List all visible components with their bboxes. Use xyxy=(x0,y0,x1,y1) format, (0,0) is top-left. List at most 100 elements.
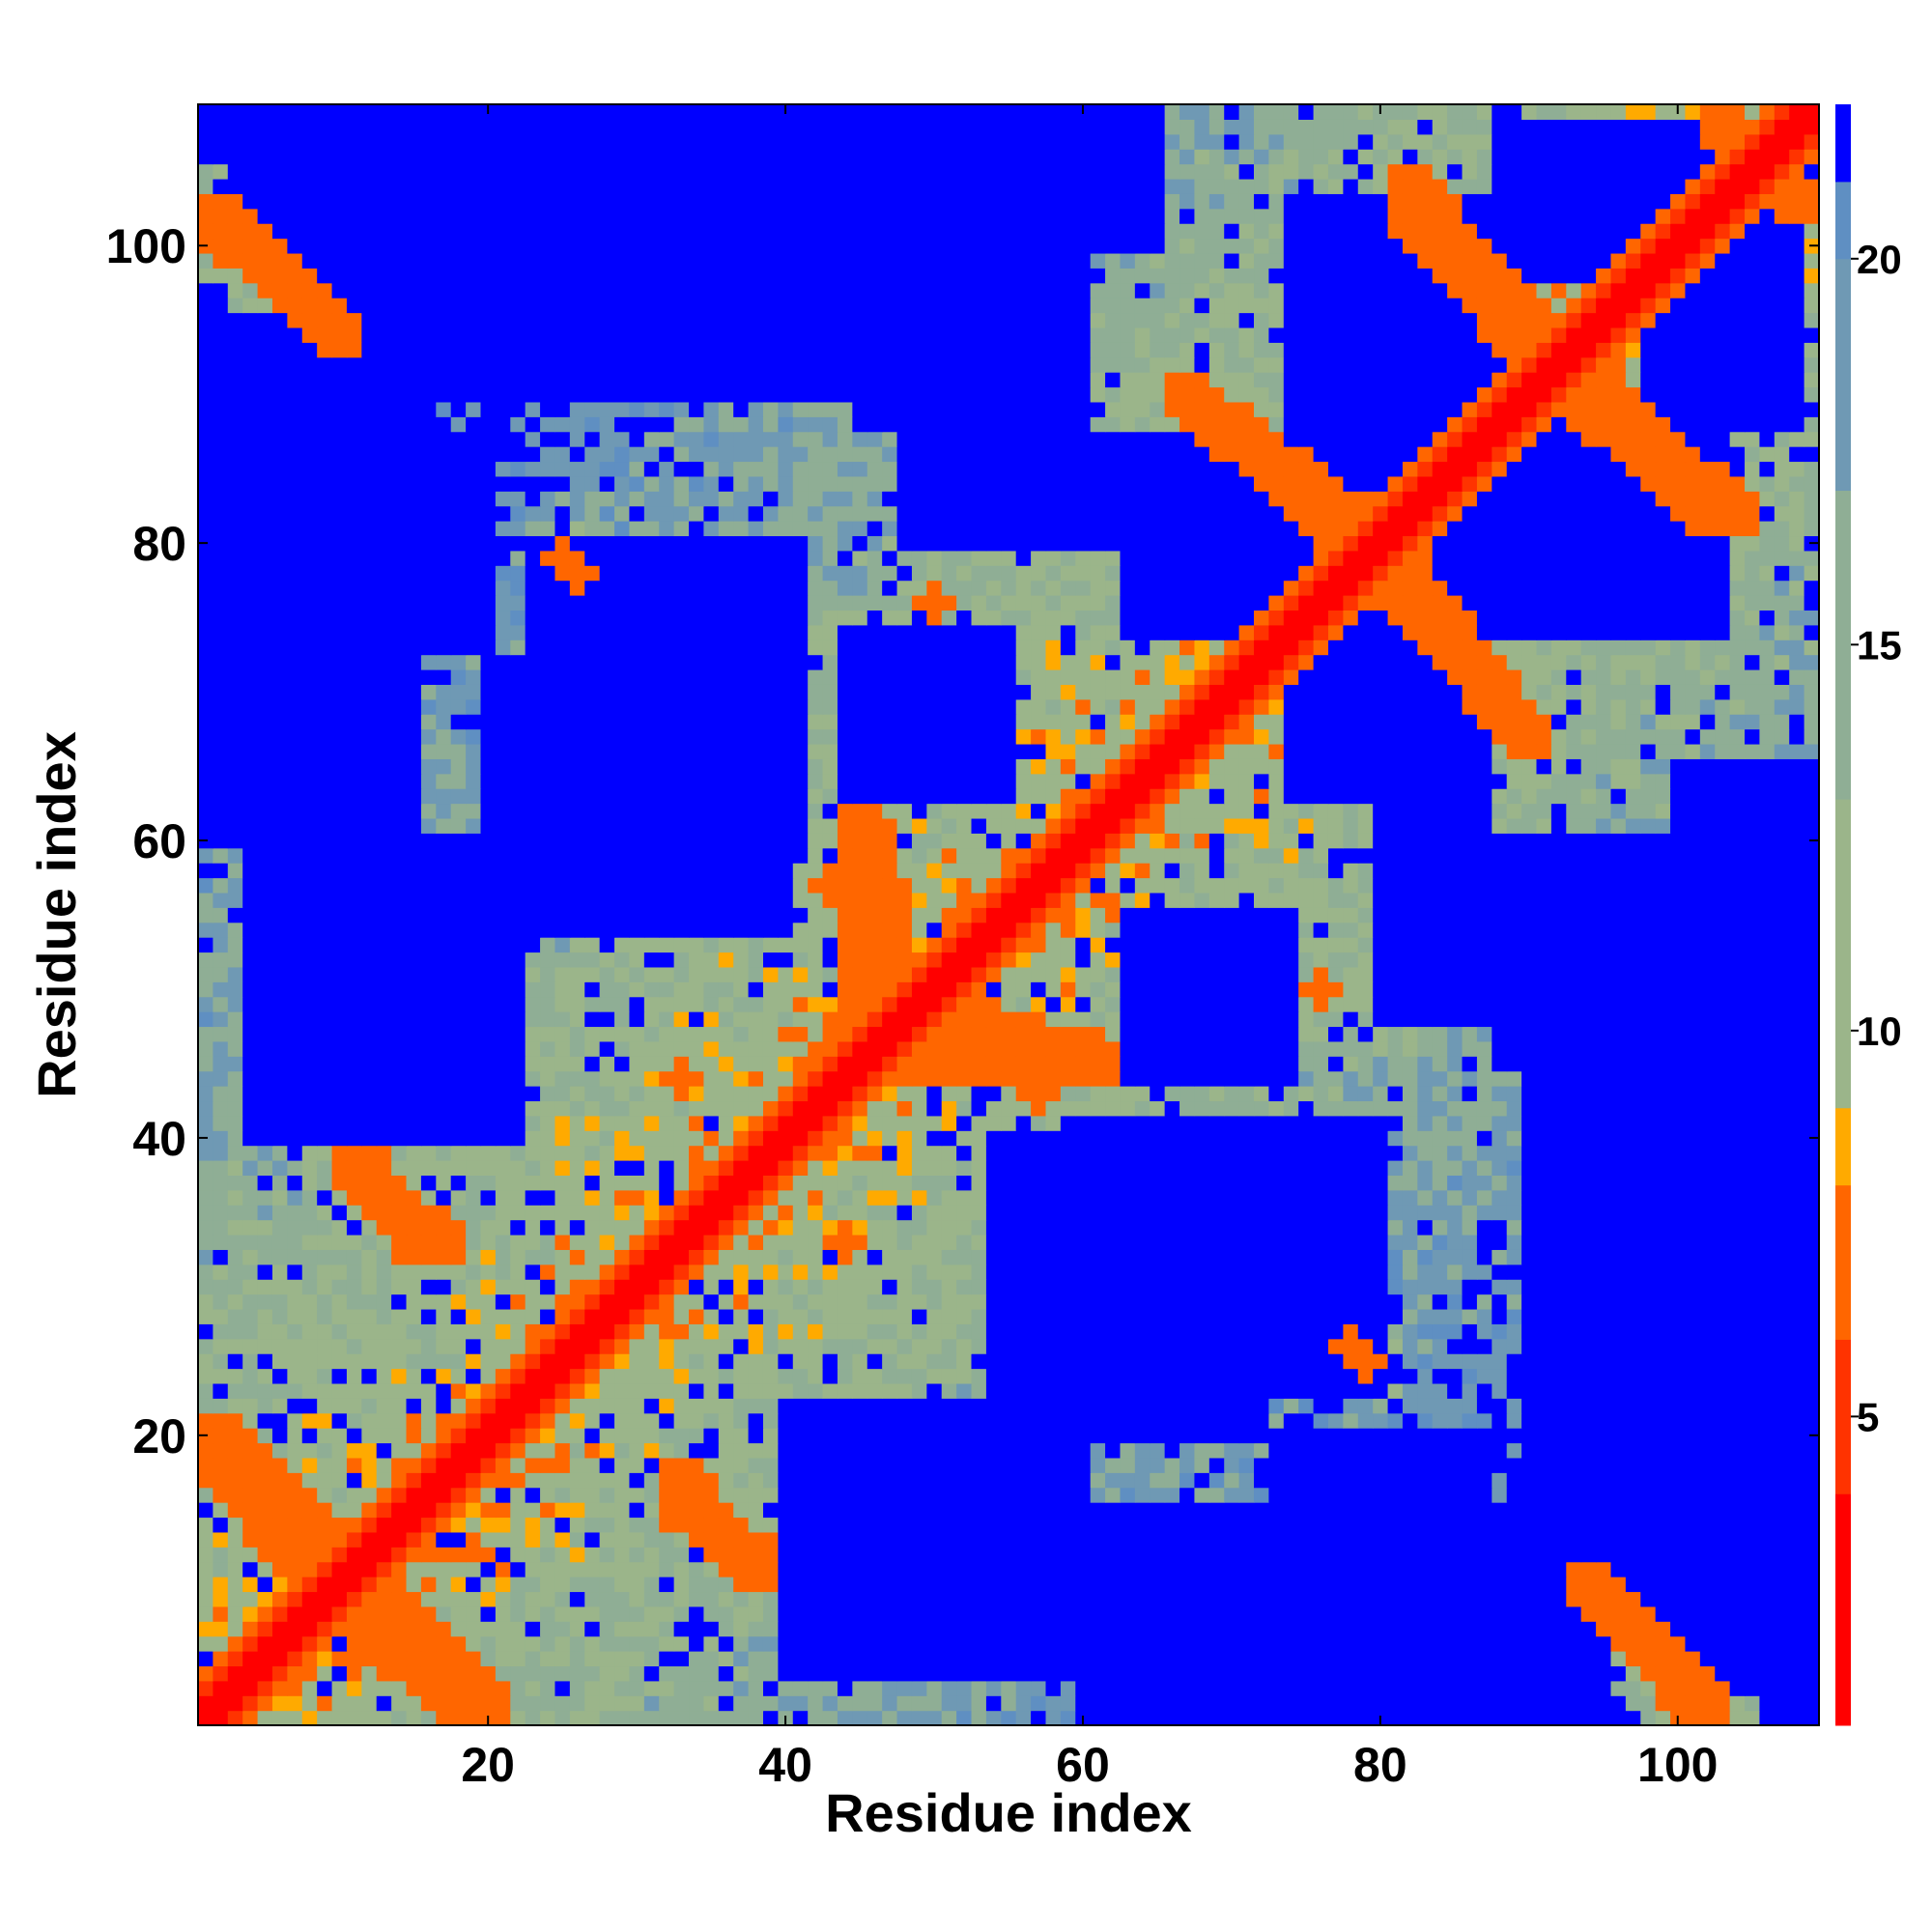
heatmap-cell xyxy=(1476,1323,1492,1340)
heatmap-cell xyxy=(1134,1115,1151,1131)
heatmap-cell xyxy=(1550,1398,1567,1414)
heatmap-cell xyxy=(822,1249,838,1265)
heatmap-cell xyxy=(1745,1398,1761,1414)
heatmap-cell xyxy=(1179,1695,1196,1712)
heatmap-cell xyxy=(450,1293,467,1310)
heatmap-cell xyxy=(198,1189,213,1206)
heatmap-cell xyxy=(227,1531,243,1548)
heatmap-cell xyxy=(896,1175,913,1191)
heatmap-cell xyxy=(1357,1249,1374,1265)
heatmap-cell xyxy=(1685,1635,1701,1652)
heatmap-cell xyxy=(510,1472,526,1489)
heatmap-cell xyxy=(1402,1577,1418,1593)
heatmap-cell xyxy=(227,1472,243,1489)
heatmap-cell xyxy=(376,1130,392,1147)
heatmap-cell xyxy=(1774,1398,1790,1414)
heatmap-cell xyxy=(271,1056,288,1072)
heatmap-cell xyxy=(1462,1115,1478,1131)
heatmap-cell xyxy=(436,1338,452,1354)
heatmap-cell xyxy=(673,1264,690,1280)
heatmap-cell xyxy=(436,1487,452,1503)
heatmap-cell xyxy=(1268,1115,1285,1131)
heatmap-cell xyxy=(1432,1457,1448,1473)
heatmap-cell xyxy=(629,1353,645,1370)
heatmap-cell xyxy=(1090,1249,1106,1265)
heatmap-cell xyxy=(1075,1591,1092,1607)
heatmap-cell xyxy=(1283,1605,1299,1622)
heatmap-cell xyxy=(748,1056,764,1072)
heatmap-cell xyxy=(643,1591,660,1607)
heatmap-cell xyxy=(1550,1323,1567,1340)
heatmap-cell xyxy=(643,1577,660,1593)
heatmap-cell xyxy=(1402,1205,1418,1221)
heatmap-cell xyxy=(1134,1175,1151,1191)
heatmap-cell xyxy=(1208,1547,1225,1563)
heatmap-cell xyxy=(1060,1547,1076,1563)
heatmap-cell xyxy=(956,1517,973,1533)
heatmap-cell xyxy=(1625,1398,1641,1414)
heatmap-cell xyxy=(1313,1338,1329,1354)
heatmap-cell xyxy=(852,1398,868,1414)
heatmap-cell xyxy=(703,1264,720,1280)
heatmap-cell xyxy=(1268,1338,1285,1354)
heatmap-cell xyxy=(703,1412,720,1429)
heatmap-cell xyxy=(1566,1056,1582,1072)
heatmap-cell xyxy=(257,1279,273,1295)
heatmap-cell xyxy=(1134,1577,1151,1593)
heatmap-cell xyxy=(718,1293,734,1310)
heatmap-cell xyxy=(1640,1293,1657,1310)
heatmap-cell xyxy=(778,1591,794,1607)
heatmap-cell xyxy=(896,1457,913,1473)
heatmap-cell xyxy=(822,1472,838,1489)
heatmap-cell xyxy=(1506,1651,1522,1667)
heatmap-cell xyxy=(257,1635,273,1652)
heatmap-cell xyxy=(689,1428,705,1444)
heatmap-cell xyxy=(971,1695,987,1712)
heatmap-cell xyxy=(1105,1695,1122,1712)
heatmap-cell xyxy=(911,1517,927,1533)
heatmap-cell xyxy=(867,1130,883,1147)
heatmap-cell xyxy=(346,1651,362,1667)
heatmap-cell xyxy=(1521,1412,1538,1429)
heatmap-cell xyxy=(1476,1160,1492,1176)
heatmap-cell xyxy=(450,1442,467,1459)
heatmap-cell xyxy=(1625,1428,1641,1444)
heatmap-cell xyxy=(882,1070,898,1087)
heatmap-cell xyxy=(1254,1487,1269,1503)
heatmap-cell xyxy=(1150,1547,1166,1563)
heatmap-cell xyxy=(689,1695,705,1712)
heatmap-cell xyxy=(1536,1547,1552,1563)
heatmap-cell xyxy=(852,1472,868,1489)
heatmap-cell xyxy=(1120,1547,1136,1563)
heatmap-cell xyxy=(1031,1398,1047,1414)
heatmap-cell xyxy=(331,1577,348,1593)
heatmap-cell xyxy=(420,1264,437,1280)
heatmap-cell xyxy=(703,1234,720,1250)
heatmap-cell xyxy=(733,1547,750,1563)
heatmap-cell xyxy=(198,1175,213,1191)
heatmap-cell xyxy=(1566,1145,1582,1161)
heatmap-cell xyxy=(1804,1591,1819,1607)
heatmap-cell xyxy=(1506,1205,1522,1221)
heatmap-cell xyxy=(1789,1605,1805,1622)
heatmap-cell xyxy=(1476,1695,1492,1712)
heatmap-cell xyxy=(198,1219,213,1236)
heatmap-cell xyxy=(1001,1531,1017,1548)
heatmap-cell xyxy=(808,1457,824,1473)
heatmap-cell xyxy=(1373,1442,1389,1459)
heatmap-cell xyxy=(1194,1130,1210,1147)
heatmap-cell xyxy=(1699,1323,1716,1340)
heatmap-cell xyxy=(257,1428,273,1444)
heatmap-cell xyxy=(1536,1189,1552,1206)
heatmap-cell xyxy=(1759,1382,1776,1399)
heatmap-cell xyxy=(1090,1577,1106,1593)
heatmap-cell xyxy=(1313,1621,1329,1637)
heatmap-cell xyxy=(331,1368,348,1384)
heatmap-cell xyxy=(1120,1100,1136,1117)
heatmap-cell xyxy=(1476,1382,1492,1399)
heatmap-cell xyxy=(956,1710,973,1725)
heatmap-cell xyxy=(376,1442,392,1459)
heatmap-cell xyxy=(1580,1412,1597,1429)
heatmap-cell xyxy=(257,1621,273,1637)
heatmap-cell xyxy=(837,1070,853,1087)
